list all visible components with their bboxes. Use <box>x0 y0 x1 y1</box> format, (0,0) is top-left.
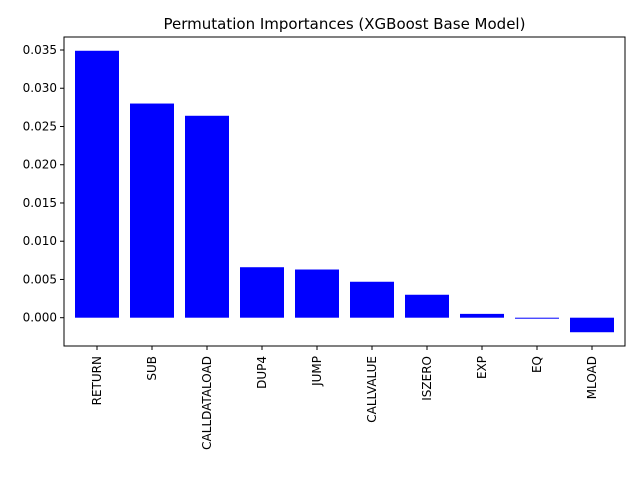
x-tick-label-jump: JUMP <box>310 356 324 387</box>
x-tick-label-callvalue: CALLVALUE <box>365 356 379 423</box>
axes-frame <box>63 36 626 347</box>
x-tick-label-sub: SUB <box>145 356 159 381</box>
bar-sub <box>130 103 174 318</box>
plot-area: 0.000 0.005 0.010 0.015 0.020 0.025 0.030 0.035… <box>23 36 626 450</box>
y-tick-label: 0.030 <box>23 81 57 95</box>
x-tick-label-return: RETURN <box>90 356 104 405</box>
bar-dup4 <box>240 267 284 318</box>
bar-eq <box>515 317 559 319</box>
bar-callvalue <box>350 281 394 318</box>
x-tick-label-iszero: ISZERO <box>420 356 434 401</box>
bar-iszero <box>405 294 449 318</box>
bar-exp <box>460 313 504 318</box>
y-tick-label: 0.000 <box>23 311 57 325</box>
bar-mload <box>570 317 614 333</box>
x-tick-label-eq: EQ <box>530 356 544 373</box>
y-tick-label: 0.035 <box>23 43 57 57</box>
x-tick-label-exp: EXP <box>475 356 489 379</box>
y-tick-label: 0.020 <box>23 158 57 172</box>
x-tick-label-calldataload: CALLDATALOAD <box>200 356 214 450</box>
y-tick-label: 0.015 <box>23 196 57 210</box>
chart-title: Permutation Importances (XGBoost Base Mo… <box>164 15 526 33</box>
bar-return <box>75 50 119 318</box>
y-tick-label: 0.025 <box>23 119 57 133</box>
y-tick-label: 0.010 <box>23 234 57 248</box>
x-tick-label-dup4: DUP4 <box>255 356 269 389</box>
bar-jump <box>295 269 339 318</box>
x-tick-label-mload: MLOAD <box>585 356 599 399</box>
bar-calldataload <box>185 115 229 318</box>
y-tick-label: 0.005 <box>23 272 57 286</box>
